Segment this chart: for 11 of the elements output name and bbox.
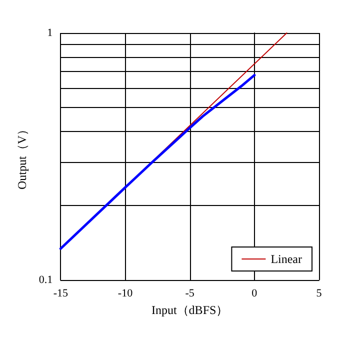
legend-label: Linear: [270, 252, 302, 266]
y-tick-label: 1: [47, 27, 53, 39]
x-tick-label: -5: [185, 288, 195, 300]
x-axis-title: Input（dBFS）: [151, 303, 228, 317]
x-tick-label: 5: [316, 288, 322, 300]
y-axis-title: Output（V）: [15, 124, 29, 190]
x-tick-label: -10: [118, 288, 134, 300]
line-series: [59, 74, 256, 250]
x-tick-label: 0: [252, 288, 258, 300]
x-tick-label: -15: [53, 288, 68, 300]
y-tick-label: 0.1: [38, 274, 53, 286]
